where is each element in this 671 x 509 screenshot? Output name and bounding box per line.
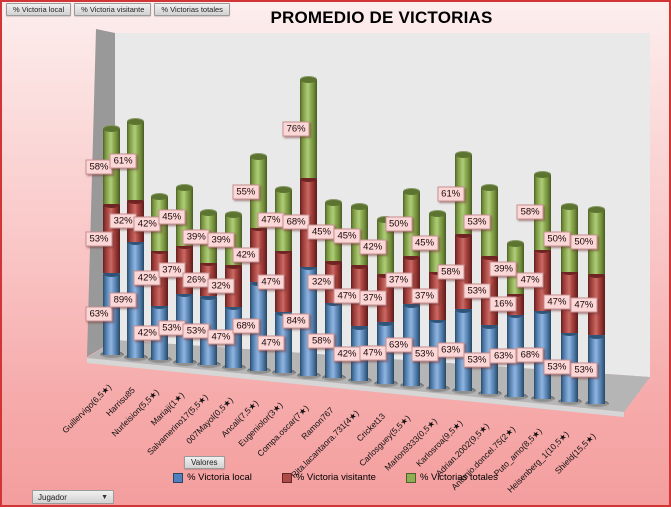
- field-button-victoria-local[interactable]: % Victoria local: [6, 3, 72, 16]
- legend-label: % Victorias totales: [419, 472, 498, 483]
- floor-front-face: [87, 358, 624, 417]
- legend-label: % Victoria visitante: [295, 472, 376, 483]
- legend-swatch-icon: [281, 472, 292, 483]
- chart-title: PROMEDIO DE VICTORIAS: [270, 8, 493, 27]
- legend-swatch-icon: [405, 472, 416, 483]
- axis-field-label: Jugador: [38, 492, 67, 502]
- legend-swatch-icon: [173, 472, 184, 483]
- legend-item-visitante: % Victoria visitante: [281, 472, 376, 483]
- field-button-victorias-totales[interactable]: % Victorias totales: [154, 3, 230, 16]
- legend-label: % Victoria local: [187, 472, 252, 483]
- legend: % Victoria local % Victoria visitante % Vi…: [2, 472, 669, 483]
- field-button-victoria-visitante[interactable]: % Victoria visitante: [74, 3, 152, 16]
- axis-field-button-jugador[interactable]: Jugador ▼: [32, 490, 114, 504]
- legend-item-totales: % Victorias totales: [405, 472, 498, 483]
- dropdown-arrow-icon: ▼: [101, 493, 108, 501]
- legend-item-local: % Victoria local: [173, 472, 252, 483]
- pivot-field-buttons: % Victoria local % Victoria visitante % …: [6, 3, 230, 16]
- values-button[interactable]: Valores: [184, 456, 225, 469]
- side-wall: [87, 29, 115, 357]
- back-wall: [115, 33, 650, 377]
